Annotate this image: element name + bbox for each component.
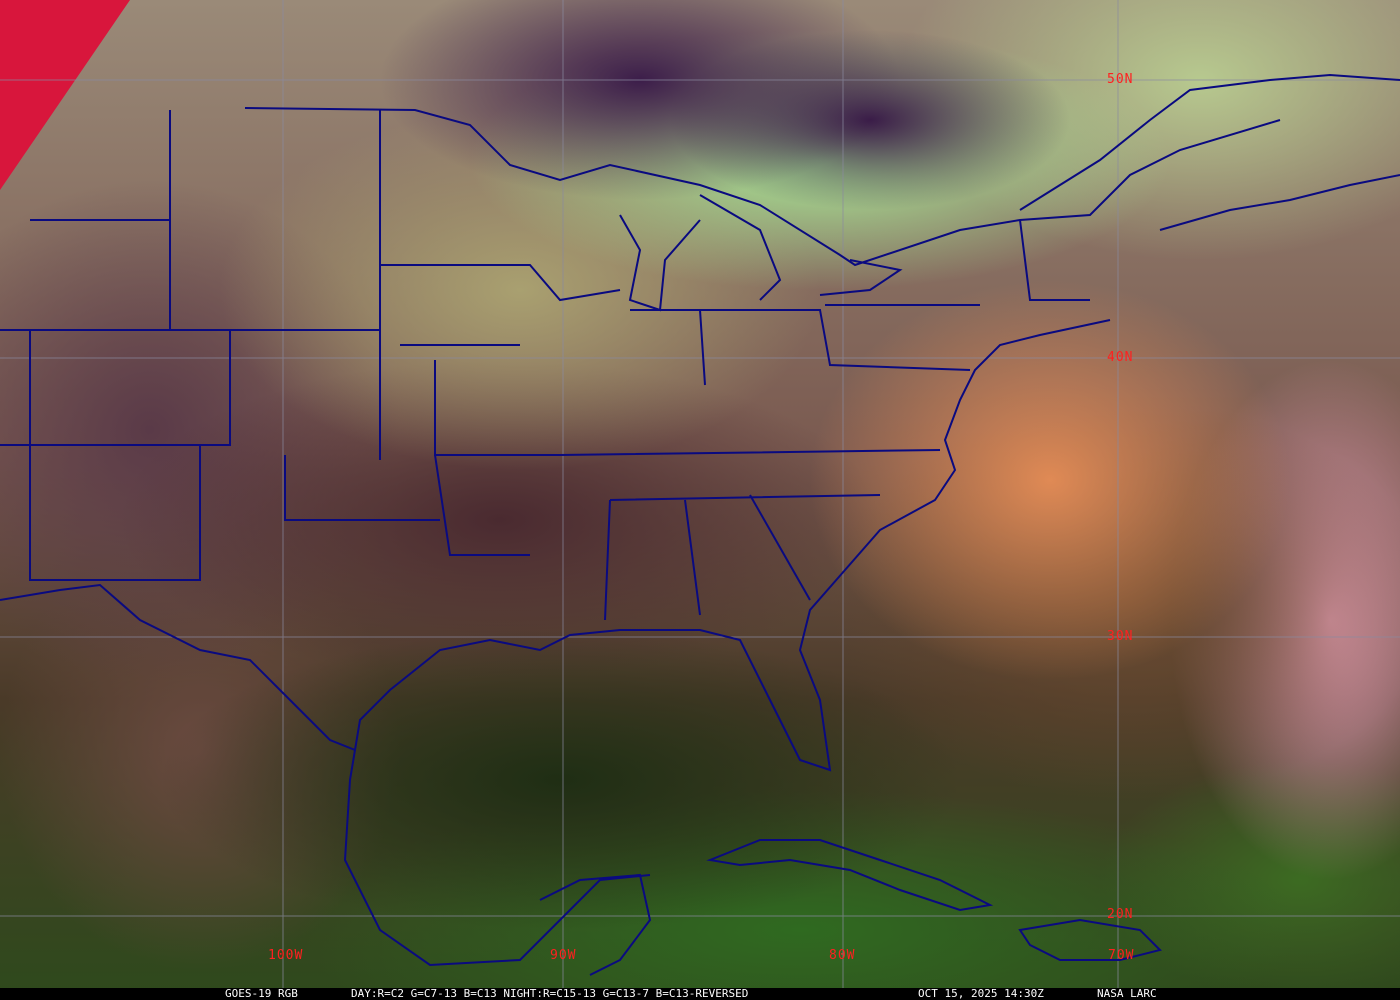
no-data-region xyxy=(0,0,130,190)
canada-coast xyxy=(1019,73,1400,231)
lat-label-20n: 20N xyxy=(1107,907,1134,922)
yucatan xyxy=(539,873,652,976)
great-lakes xyxy=(619,194,903,312)
us-mexico-border xyxy=(0,583,356,751)
lon-label-100w: 100W xyxy=(268,948,304,963)
east-coast xyxy=(343,319,1111,967)
cuba xyxy=(706,839,994,912)
lon-label-80w: 80W xyxy=(829,948,856,963)
lon-label-90w: 90W xyxy=(550,948,577,963)
hispaniola xyxy=(1018,918,1162,961)
lat-label-40n: 40N xyxy=(1107,350,1134,365)
caption-recipe: DAY:R=C2 G=C7-13 B=C13 NIGHT:R=C15-13 G=… xyxy=(351,987,749,1000)
lon-label-70w: 70W xyxy=(1108,948,1135,963)
us-canada-border xyxy=(244,107,1281,267)
political-boundaries xyxy=(0,73,1400,976)
caption-datetime: OCT 15, 2025 14:30Z xyxy=(918,987,1044,1000)
caption-credit: NASA LARC xyxy=(1097,987,1157,1000)
state-lines xyxy=(0,110,1090,621)
caption-satellite: GOES-19 RGB xyxy=(225,987,298,1000)
lat-label-50n: 50N xyxy=(1107,72,1134,87)
image-caption-bar: GOES-19 RGB DAY:R=C2 G=C7-13 B=C13 NIGHT… xyxy=(0,988,1400,1000)
lat-label-30n: 30N xyxy=(1107,629,1134,644)
